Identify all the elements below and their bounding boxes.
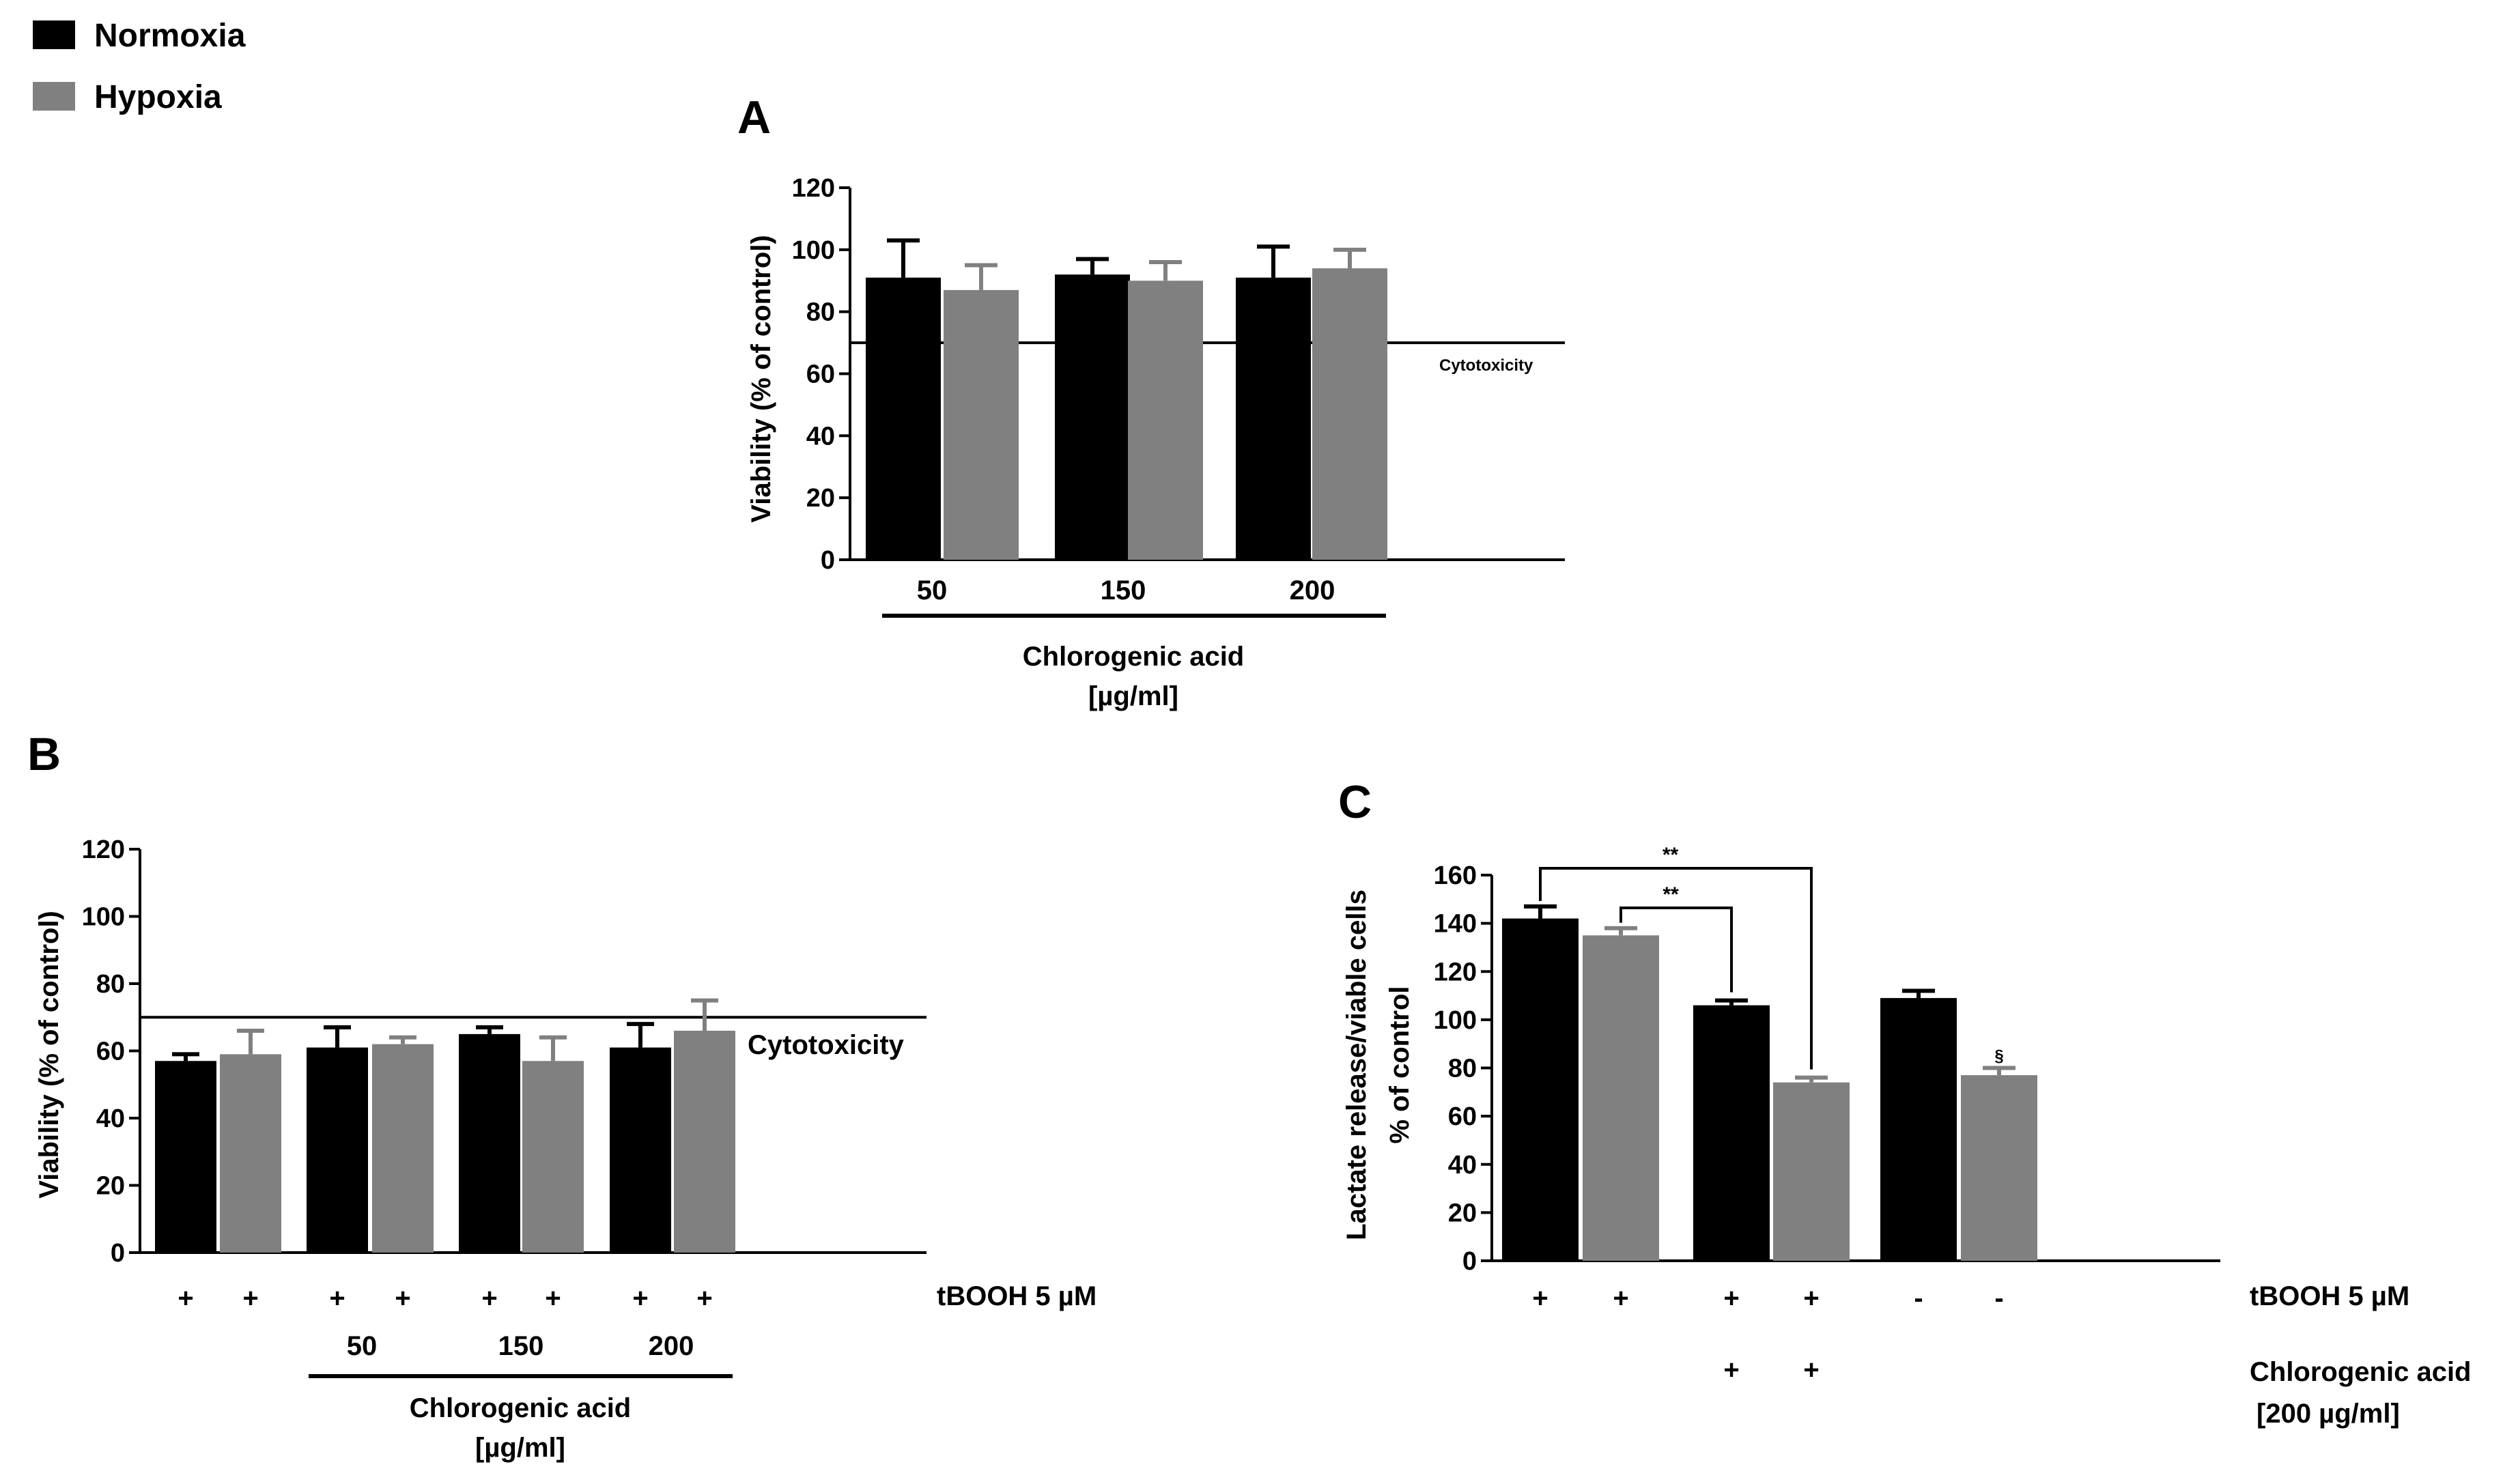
c-bar-hypoxia: [1583, 935, 1659, 1261]
c-tbooh-mark: +: [1723, 1283, 1739, 1313]
a-y-tick-label: 20: [806, 484, 835, 513]
legend-label-hypoxia: Hypoxia: [94, 79, 222, 115]
panel-b-cytotoxicity-label: Cytotoxicity: [748, 1030, 905, 1060]
c-tbooh-mark: +: [1613, 1283, 1628, 1313]
b-bar-normoxia: [155, 1061, 216, 1253]
c-y-tick-label: 140: [1434, 910, 1477, 939]
b-y-tick-label: 100: [82, 903, 125, 932]
c-bar-hypoxia: [1773, 1082, 1850, 1261]
panel-b-category-50: 50: [347, 1331, 378, 1361]
c-y-tick-label: 0: [1462, 1247, 1477, 1276]
b-y-tick-label: 0: [111, 1239, 125, 1268]
panel-c-row-label-tbooh: tBOOH 5 µM: [2250, 1281, 2409, 1311]
b-y-tick-label: 120: [82, 836, 125, 864]
c-bar-normoxia: [1502, 918, 1579, 1261]
a-bar-hypoxia: [1312, 268, 1387, 560]
b-bar-hypoxia: [522, 1061, 584, 1253]
c-significance-bracket: [1539, 867, 1813, 1070]
c-significance-label: **: [1663, 844, 1679, 866]
panel-b-category-200: 200: [649, 1331, 694, 1361]
c-y-tick-label: 160: [1434, 861, 1477, 890]
panel-c-y-axis-title-line2: % of control: [1385, 986, 1415, 1143]
b-tbooh-mark: +: [481, 1283, 497, 1313]
c-y-tick-label: 60: [1448, 1102, 1477, 1131]
panel-a-cytotoxicity-label: Cytotoxicity: [1439, 356, 1533, 375]
a-bar-hypoxia: [944, 289, 1019, 560]
panel-a: A Viability (% of control) 0 20 40 60 80 100 1…: [737, 91, 1565, 711]
c-bar-annotation: §: [1994, 1047, 2003, 1066]
c-chlorogenic-mark: +: [1723, 1355, 1739, 1385]
panel-b-row-label-tbooh: tBOOH 5 µM: [937, 1281, 1097, 1311]
c-y-tick-label: 20: [1448, 1199, 1477, 1227]
c-y-tick-label: 120: [1434, 958, 1477, 986]
panel-a-letter: A: [737, 91, 771, 143]
a-y-tick-label: 60: [806, 360, 835, 389]
c-bar-hypoxia: [1961, 1075, 2037, 1261]
panel-a-category-200: 200: [1290, 575, 1335, 605]
panel-b: B Viability (% of control) 0 20 40 60 80 100 1…: [27, 728, 1097, 1463]
b-bar-hypoxia: [372, 1044, 434, 1253]
panel-c-row-label-chlorogenic: Chlorogenic acid: [2250, 1357, 2472, 1387]
b-y-tick-label: 60: [96, 1038, 125, 1066]
a-bar-normoxia: [866, 277, 941, 560]
panel-b-letter: B: [27, 728, 61, 780]
panel-a-group-unit: [µg/ml]: [1088, 681, 1178, 711]
c-significance-label: **: [1663, 883, 1679, 906]
panel-b-group-title: Chlorogenic acid: [410, 1393, 632, 1423]
a-bar-hypoxia: [1128, 281, 1203, 560]
c-y-tick-label: 80: [1448, 1055, 1477, 1083]
panel-a-category-150: 150: [1101, 575, 1146, 605]
b-y-tick-label: 20: [96, 1172, 125, 1201]
a-bar-normoxia: [1055, 274, 1130, 560]
panel-b-category-150: 150: [498, 1331, 544, 1361]
c-tbooh-mark: +: [1803, 1283, 1819, 1313]
b-tbooh-mark: +: [329, 1283, 345, 1313]
b-tbooh-mark: +: [242, 1283, 258, 1313]
c-tbooh-mark: -: [1914, 1283, 1923, 1313]
panel-c: C Lactate release/viable cells % of cont…: [1338, 776, 2472, 1429]
c-tbooh-mark: -: [1994, 1283, 2003, 1313]
b-bar-hypoxia: [220, 1054, 281, 1253]
a-y-tick-label: 120: [792, 174, 835, 203]
c-significance-bracket: [1619, 907, 1733, 993]
a-y-tick-label: 0: [821, 546, 835, 575]
legend: Normoxia Hypoxia: [33, 18, 246, 115]
c-tbooh-mark: +: [1532, 1283, 1548, 1313]
c-y-tick-label: 100: [1434, 1006, 1477, 1035]
b-tbooh-mark: +: [545, 1283, 561, 1313]
b-bar-hypoxia: [674, 1030, 735, 1253]
panel-c-y-axis-title-line1: Lactate release/viable cells: [1342, 889, 1372, 1240]
a-bar-normoxia: [1236, 277, 1311, 560]
legend-label-normoxia: Normoxia: [94, 18, 246, 54]
a-y-tick-label: 80: [806, 298, 835, 327]
b-bar-normoxia: [459, 1033, 520, 1253]
b-tbooh-mark: +: [178, 1283, 193, 1313]
c-chlorogenic-mark: +: [1803, 1355, 1819, 1385]
b-y-tick-label: 40: [96, 1104, 125, 1133]
b-bar-normoxia: [610, 1047, 671, 1253]
b-bar-normoxia: [307, 1047, 368, 1253]
panel-c-row-label-chlorogenic-dose: [200 µg/ml]: [2257, 1399, 2400, 1429]
panel-b-y-axis-title: Viability (% of control): [34, 911, 64, 1199]
panel-b-group-unit: [µg/ml]: [475, 1433, 565, 1463]
b-tbooh-mark: +: [632, 1283, 648, 1313]
a-y-tick-label: 40: [806, 422, 835, 451]
panel-a-group-title: Chlorogenic acid: [1023, 642, 1245, 672]
c-bar-normoxia: [1880, 998, 1957, 1261]
b-tbooh-mark: +: [696, 1283, 712, 1313]
legend-swatch-normoxia: [33, 20, 75, 49]
c-bar-normoxia: [1693, 1005, 1770, 1261]
c-y-tick-label: 40: [1448, 1151, 1477, 1180]
b-y-tick-label: 80: [96, 970, 125, 999]
panel-a-category-50: 50: [917, 575, 948, 605]
legend-swatch-hypoxia: [33, 82, 75, 111]
a-y-tick-label: 100: [792, 236, 835, 265]
b-tbooh-mark: +: [395, 1283, 410, 1313]
panel-a-y-axis-title: Viability (% of control): [746, 235, 776, 523]
panel-c-letter: C: [1338, 776, 1372, 828]
